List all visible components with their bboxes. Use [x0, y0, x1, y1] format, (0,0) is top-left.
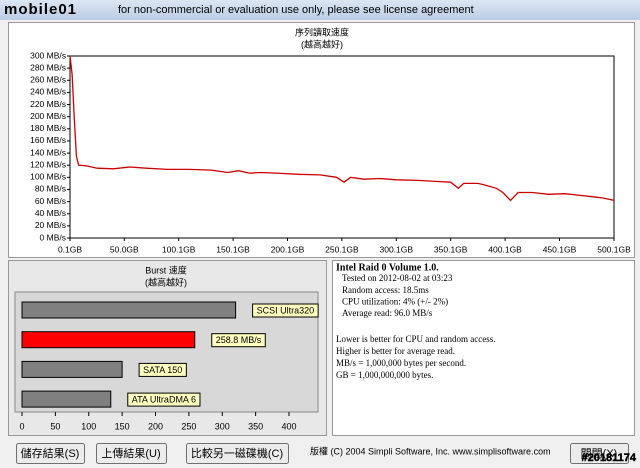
- label-box: [211, 333, 266, 348]
- info-note: GB = 1,000,000,000 bytes.: [336, 370, 433, 380]
- x-tick-label: 200.1GB: [271, 244, 305, 254]
- button[interactable]: [570, 443, 629, 464]
- watermark: #20181174: [582, 452, 637, 464]
- y-tick-label: 0 MB/s: [40, 232, 66, 242]
- info-title: Intel Raid 0 Volume 1.0.: [336, 262, 439, 273]
- x-tick-label: 300: [215, 421, 230, 431]
- x-tick-label: 400: [281, 421, 296, 431]
- y-tick-label: 280 MB/s: [30, 62, 66, 72]
- y-tick-label: 160 MB/s: [30, 135, 66, 145]
- buttons: 儲存結果(S) 上傳結果(U) 比較另一磁碟機(C) 關閉(X): [16, 443, 629, 464]
- button-label[interactable]: 比較另一磁碟機(C): [191, 446, 283, 460]
- bar-label: 258.8 MB/s: [216, 335, 262, 345]
- y-tick-label: 140 MB/s: [30, 147, 66, 157]
- y-tick-label: 40 MB/s: [35, 208, 66, 218]
- bar: [21, 360, 123, 378]
- y-tick-label: 180 MB/s: [30, 123, 66, 133]
- button[interactable]: [16, 443, 85, 464]
- x-tick-label: 350.1GB: [434, 244, 468, 254]
- chart-subtitle: (越高越好): [145, 276, 187, 287]
- data-line: [69, 55, 615, 202]
- bar: [21, 331, 196, 349]
- x-tick-label: 350: [248, 421, 263, 431]
- info-stat: CPU utilization: 4% (+/- 2%): [342, 296, 448, 306]
- y-tick-label: 20 MB/s: [35, 220, 66, 230]
- x-tick-label: 150: [115, 421, 130, 431]
- y-tick-label: 80 MB/s: [35, 184, 66, 194]
- x-tick-label: 0: [19, 421, 24, 431]
- chart-subtitle: (越高越好): [301, 38, 343, 49]
- label-box: [252, 303, 319, 318]
- x-tick-label: 150.1GB: [216, 244, 250, 254]
- x-tick-label: 400.1GB: [488, 244, 522, 254]
- button-label[interactable]: 關閉(X): [581, 447, 618, 460]
- bar-label: SATA 150: [143, 365, 182, 375]
- bar: [21, 301, 237, 319]
- y-tick-label: 100 MB/s: [30, 172, 66, 182]
- y-tick-label: 60 MB/s: [35, 196, 66, 206]
- chart-title: Burst 速度: [145, 264, 187, 275]
- title-text: for non-commercial or evaluation use onl…: [118, 4, 474, 16]
- info: Intel Raid 0 Volume 1.0.Tested on 2012-0…: [336, 262, 495, 380]
- x-tick-label: 200: [148, 421, 163, 431]
- chart-title: 序列讀取速度: [295, 26, 349, 37]
- info-stat: Random access: 18.5ms: [342, 285, 429, 295]
- x-tick-label: 50.0GB: [110, 244, 139, 254]
- info-stat: Average read: 96.0 MB/s: [342, 308, 433, 318]
- x-tick-label: 250.1GB: [325, 244, 359, 254]
- x-tick-label: 50: [50, 421, 60, 431]
- x-tick-label: 0.1GB: [58, 244, 82, 254]
- x-tick-label: 450.1GB: [543, 244, 577, 254]
- info-note: MB/s = 1,000,000 bytes per second.: [336, 358, 466, 368]
- x-tick-label: 100: [81, 421, 96, 431]
- x-tick-label: 100.1GB: [162, 244, 196, 254]
- y-tick-label: 120 MB/s: [30, 159, 66, 169]
- y-tick-label: 260 MB/s: [30, 75, 66, 85]
- info-note: Lower is better for CPU and random acces…: [336, 334, 495, 344]
- bar: [21, 390, 112, 408]
- x-tick-label: 300.1GB: [380, 244, 414, 254]
- button-label[interactable]: 儲存結果(S): [21, 446, 80, 460]
- info-panel: [332, 260, 635, 436]
- bar-label: SCSI Ultra320: [257, 305, 315, 315]
- button-label[interactable]: 上傳結果(U): [101, 446, 160, 460]
- button[interactable]: [186, 443, 289, 464]
- label-box: [138, 362, 187, 377]
- y-tick-label: 200 MB/s: [30, 111, 66, 121]
- x-tick-label: 500.1GB: [597, 244, 631, 254]
- y-tick-label: 240 MB/s: [30, 87, 66, 97]
- info-stat: Tested on 2012-08-02 at 03:23: [342, 273, 453, 283]
- plot-area: [69, 55, 615, 239]
- y-tick-label: 300 MB/s: [30, 50, 66, 60]
- title-bar: [0, 0, 640, 20]
- button[interactable]: [96, 443, 167, 464]
- x-tick-label: 250: [181, 421, 196, 431]
- bar-label: ATA UltraDMA 6: [132, 394, 196, 404]
- label-box: [127, 392, 201, 407]
- y-tick-label: 220 MB/s: [30, 99, 66, 109]
- info-note: Higher is better for average read.: [336, 346, 455, 356]
- footer: 版權 (C) 2004 Simpli Software, Inc. www.si…: [310, 445, 551, 456]
- logo: mobile01: [4, 1, 77, 18]
